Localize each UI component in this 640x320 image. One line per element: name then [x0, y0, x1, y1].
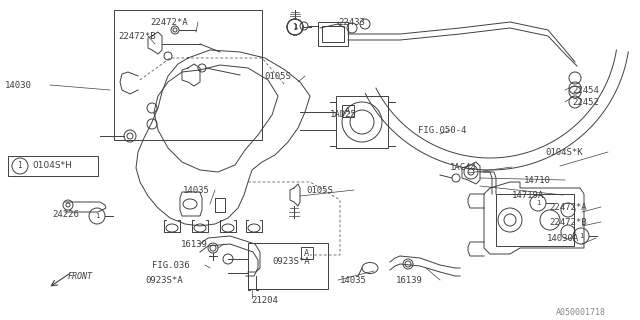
Text: 14030A: 14030A	[547, 234, 579, 243]
Text: FIG.036: FIG.036	[152, 261, 189, 270]
Text: 0105S: 0105S	[264, 72, 291, 81]
Bar	[301, 247, 313, 259]
Text: 1: 1	[18, 162, 22, 171]
Bar	[336, 96, 388, 148]
Text: 1AD25: 1AD25	[330, 110, 357, 119]
Text: 14035: 14035	[340, 276, 367, 285]
Text: 16139: 16139	[181, 240, 208, 249]
Text: 24226: 24226	[52, 210, 79, 219]
Text: 0104S*K: 0104S*K	[545, 148, 582, 157]
Text: 14035: 14035	[183, 186, 210, 195]
Text: FIG.050-4: FIG.050-4	[418, 126, 467, 135]
Text: FRONT: FRONT	[68, 272, 93, 281]
Bar	[248, 243, 328, 289]
Text: 1: 1	[292, 22, 298, 31]
Text: 1: 1	[579, 233, 583, 239]
Text: 22472*A: 22472*A	[150, 18, 188, 27]
Text: 14030: 14030	[5, 81, 32, 90]
Text: 1: 1	[95, 213, 99, 219]
Text: A: A	[305, 249, 310, 258]
Text: 1: 1	[292, 24, 297, 30]
Text: 22433: 22433	[338, 18, 365, 27]
Bar	[114, 10, 262, 140]
Text: 0105S: 0105S	[306, 186, 333, 195]
Text: 1: 1	[292, 24, 297, 30]
Text: A050001718: A050001718	[556, 308, 606, 317]
Text: 1: 1	[536, 200, 540, 206]
Text: 22452: 22452	[572, 98, 599, 107]
Text: 22472*B: 22472*B	[549, 218, 587, 227]
Bar	[318, 22, 348, 46]
Text: 0923S*A: 0923S*A	[145, 276, 182, 285]
Text: 14719A: 14719A	[512, 191, 544, 200]
Text: 0923S*A: 0923S*A	[272, 257, 310, 266]
Text: 16139: 16139	[396, 276, 423, 285]
Text: 14710: 14710	[524, 176, 551, 185]
Text: 1AC44: 1AC44	[450, 163, 477, 172]
Text: 22454: 22454	[572, 86, 599, 95]
Bar	[342, 105, 354, 117]
Text: 22472*B: 22472*B	[118, 32, 156, 41]
Text: 0104S*H: 0104S*H	[32, 162, 72, 171]
Text: 22472*A: 22472*A	[549, 203, 587, 212]
Bar	[8, 156, 98, 176]
Text: 21204: 21204	[251, 296, 278, 305]
Bar	[496, 194, 574, 246]
Text: A: A	[346, 107, 351, 116]
Bar	[322, 26, 344, 42]
